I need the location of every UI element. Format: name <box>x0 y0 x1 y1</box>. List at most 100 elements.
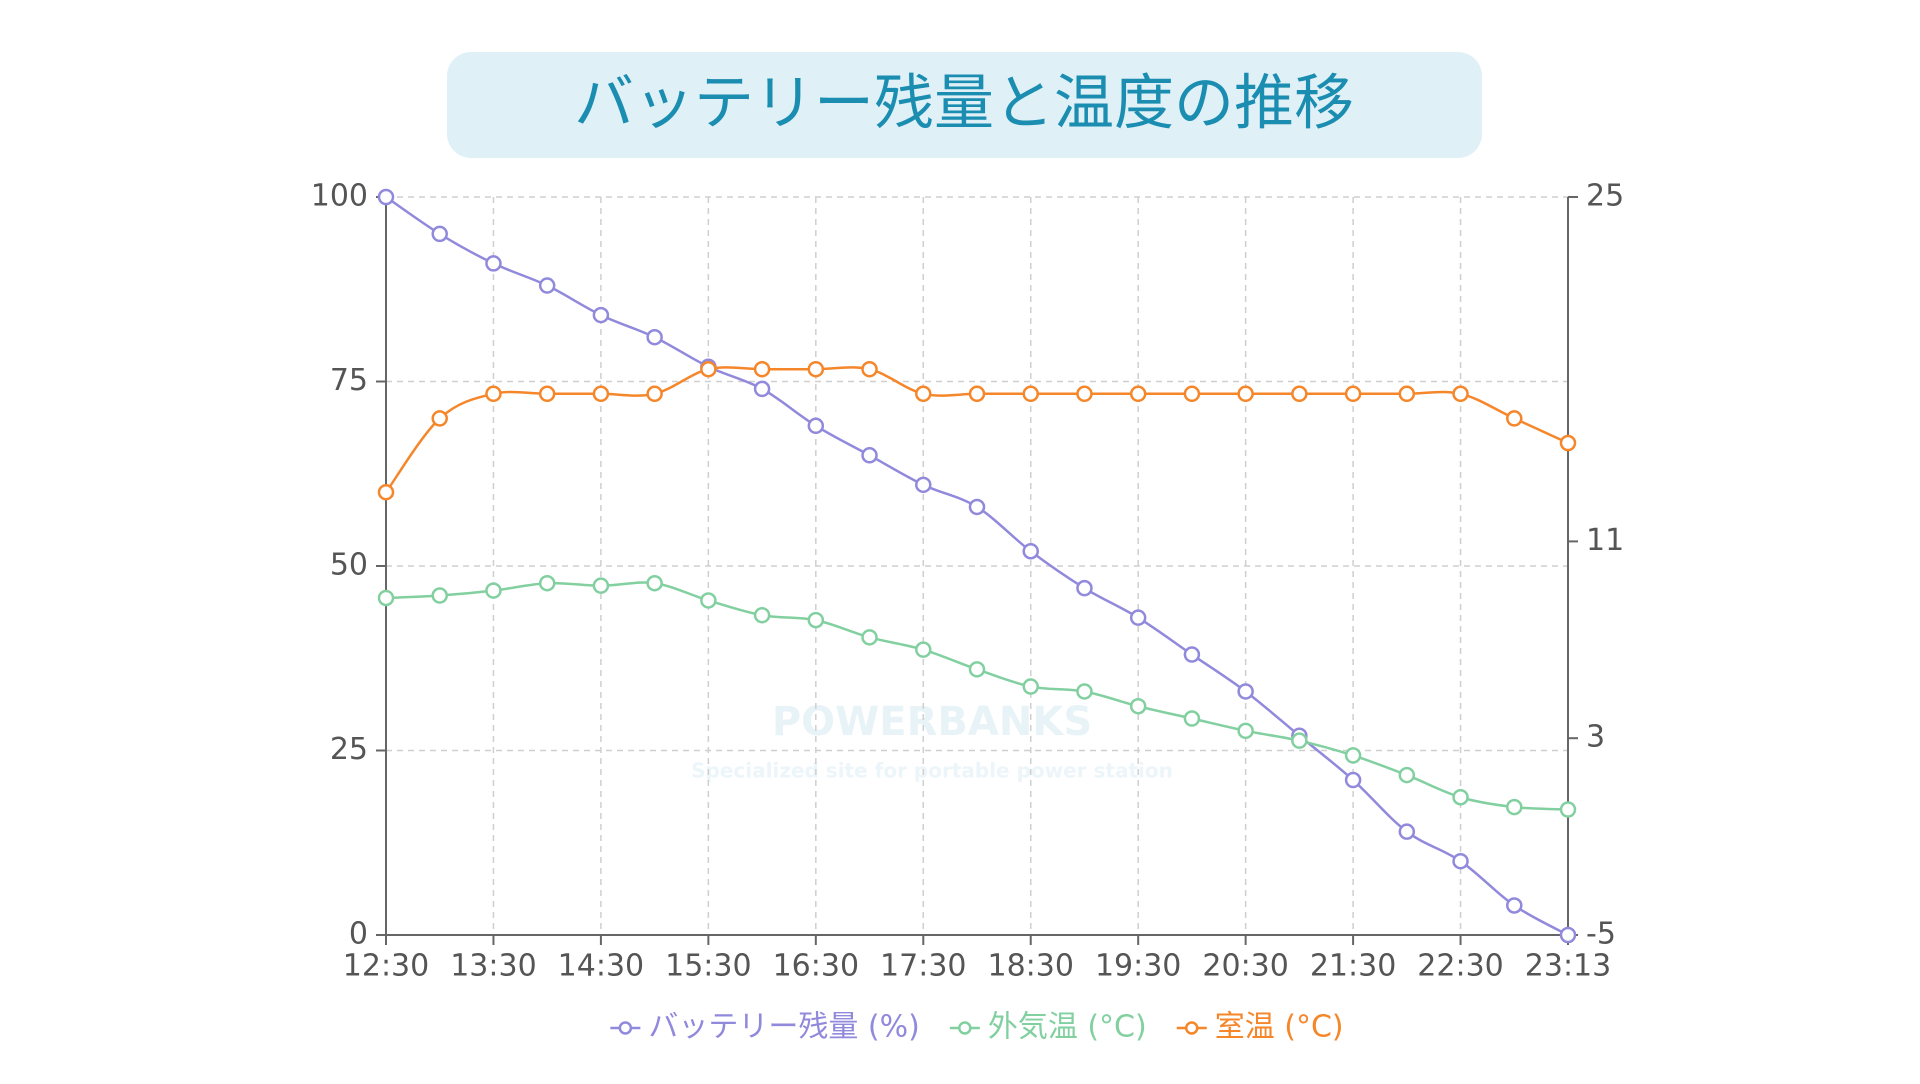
point <box>1022 385 1039 403</box>
point <box>968 385 986 403</box>
point <box>1291 385 1308 403</box>
y-tick-label: 75 <box>330 363 368 398</box>
point <box>861 629 878 646</box>
x-tick-label: 19:30 <box>1095 949 1181 984</box>
y2-tick-label: 3 <box>1586 720 1605 755</box>
point <box>1506 897 1523 914</box>
point <box>1237 683 1254 700</box>
point <box>1076 683 1093 700</box>
legend: バッテリー残量 (%) 外気温 (°C) 室温 (°C) <box>610 1010 1344 1045</box>
y-tick-label: 50 <box>330 548 368 583</box>
point <box>538 385 556 403</box>
point <box>1559 434 1577 452</box>
point <box>753 360 771 378</box>
legend-label: 室温 (°C) <box>1215 1010 1344 1045</box>
point <box>1183 646 1201 663</box>
point <box>1022 678 1039 695</box>
point <box>915 385 932 403</box>
point <box>1344 385 1362 403</box>
x-tick-label: 20:30 <box>1202 949 1288 984</box>
point <box>1506 410 1523 427</box>
point <box>1129 385 1147 403</box>
point <box>377 483 395 501</box>
point <box>592 385 610 403</box>
point <box>861 360 878 378</box>
point <box>1022 542 1039 560</box>
point <box>485 255 502 272</box>
point <box>538 574 556 592</box>
point <box>1559 926 1577 944</box>
point <box>538 277 556 294</box>
point <box>646 385 663 403</box>
point <box>431 410 448 427</box>
point <box>431 587 448 604</box>
legend-marker <box>1184 1021 1199 1035</box>
y2-tick-label: 11 <box>1586 523 1624 558</box>
series-line <box>385 195 1569 937</box>
point <box>861 447 878 464</box>
x-tick-label: 17:30 <box>880 949 966 984</box>
x-tick-label: 23:13 <box>1525 949 1611 984</box>
point <box>968 498 986 516</box>
point <box>1506 798 1523 816</box>
point <box>646 574 663 592</box>
point <box>485 385 502 403</box>
x-tick-label: 16:30 <box>773 949 859 984</box>
point <box>807 360 825 378</box>
legend-marker <box>618 1021 633 1035</box>
point <box>1076 385 1093 403</box>
point <box>1452 788 1469 806</box>
point <box>1559 801 1577 818</box>
y2-tick-label: -5 <box>1586 917 1616 952</box>
point <box>592 306 610 324</box>
point <box>1129 697 1147 715</box>
point <box>700 592 717 609</box>
point <box>700 360 717 378</box>
legend-label: 外気温 (°C) <box>988 1010 1147 1045</box>
legend-marker <box>958 1021 972 1035</box>
point <box>807 611 825 629</box>
point <box>1398 385 1416 403</box>
point <box>1398 823 1416 840</box>
point <box>377 589 395 607</box>
point <box>646 328 663 346</box>
point <box>377 188 395 206</box>
point <box>807 417 825 435</box>
x-tick-label: 13:30 <box>450 949 536 984</box>
point <box>1237 385 1254 403</box>
point <box>1183 385 1201 403</box>
point <box>1076 579 1093 597</box>
point <box>968 661 986 678</box>
y-tick-label: 25 <box>330 732 368 767</box>
point <box>592 577 610 594</box>
watermark-subtitle: Specialized site for portable power stat… <box>691 759 1173 783</box>
x-tick-label: 15:30 <box>665 949 751 984</box>
point <box>915 641 932 658</box>
legend-label: バッテリー残量 (%) <box>648 1010 919 1045</box>
point <box>1398 766 1416 784</box>
x-tick-label: 21:30 <box>1310 949 1396 984</box>
y-tick-label: 0 <box>349 917 368 952</box>
point <box>1452 852 1469 870</box>
point <box>1291 732 1308 749</box>
title-box <box>447 52 1482 158</box>
y2-tick-label: 25 <box>1586 179 1624 214</box>
x-tick-label: 18:30 <box>987 949 1073 984</box>
x-tick-label: 12:30 <box>343 949 429 984</box>
point <box>1452 385 1469 403</box>
watermark: POWERBANKS <box>772 699 1092 745</box>
point <box>753 380 771 398</box>
point <box>1344 747 1362 764</box>
point <box>1129 609 1147 626</box>
point <box>485 582 502 599</box>
chart-title: バッテリー残量と温度の推移 <box>574 69 1354 139</box>
point <box>915 476 932 494</box>
point <box>431 225 448 243</box>
point <box>1183 710 1201 727</box>
point <box>753 606 771 624</box>
point <box>1344 771 1362 789</box>
x-tick-label: 22:30 <box>1417 949 1503 984</box>
point <box>1237 722 1254 740</box>
